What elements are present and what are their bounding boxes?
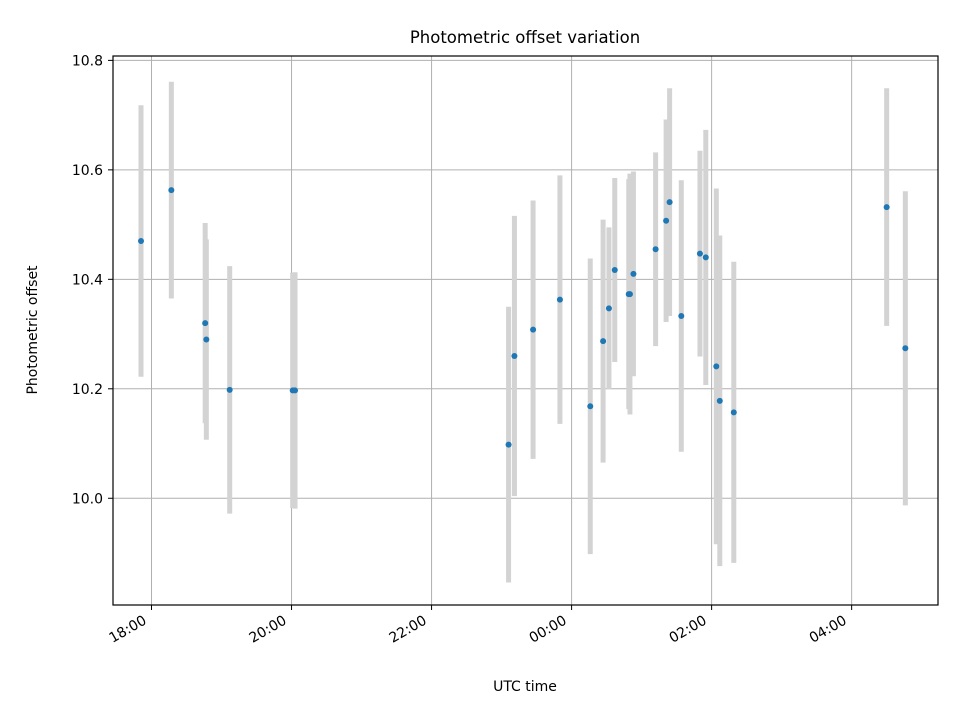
data-point bbox=[626, 291, 633, 298]
data-point bbox=[730, 409, 737, 416]
x-tick-label: 04:00 bbox=[807, 613, 850, 647]
y-tick-label: 10.6 bbox=[72, 163, 103, 179]
chart-title: Photometric offset variation bbox=[410, 28, 640, 47]
x-tick-label: 00:00 bbox=[527, 613, 570, 647]
data-point bbox=[605, 305, 612, 312]
data-point bbox=[702, 254, 709, 261]
data-point bbox=[716, 397, 723, 404]
data-point bbox=[138, 238, 145, 245]
y-axis-label: Photometric offset bbox=[25, 265, 41, 395]
data-point bbox=[587, 403, 594, 410]
y-axis-ticks: 10.0 10.2 10.4 10.6 10.8 bbox=[72, 53, 113, 507]
y-tick-label: 10.0 bbox=[72, 491, 103, 507]
data-point bbox=[505, 441, 512, 448]
x-axis-ticks: 18:00 20:00 22:00 00:00 02:00 04:00 bbox=[107, 605, 853, 647]
data-point bbox=[511, 352, 518, 359]
plot-frame bbox=[112, 55, 939, 606]
data-point bbox=[666, 199, 673, 206]
data-point bbox=[883, 204, 890, 211]
data-point bbox=[530, 326, 537, 333]
x-tick-label: 02:00 bbox=[667, 613, 710, 647]
x-tick-label: 22:00 bbox=[387, 613, 430, 647]
data-point bbox=[556, 296, 563, 303]
data-point bbox=[292, 387, 299, 394]
grid-lines bbox=[113, 56, 938, 605]
y-tick-label: 10.4 bbox=[72, 272, 103, 288]
data-point bbox=[203, 336, 210, 343]
data-point bbox=[600, 338, 607, 345]
x-axis-label: UTC time bbox=[493, 679, 557, 695]
data-points bbox=[138, 187, 909, 448]
data-point bbox=[678, 312, 685, 319]
data-point bbox=[902, 345, 909, 352]
data-point bbox=[663, 217, 670, 224]
x-tick-label: 18:00 bbox=[107, 613, 150, 647]
data-point bbox=[202, 320, 209, 327]
data-point bbox=[652, 246, 659, 253]
data-point bbox=[713, 363, 720, 370]
data-point bbox=[696, 250, 703, 257]
data-point bbox=[226, 386, 233, 393]
y-tick-label: 10.8 bbox=[72, 53, 103, 69]
y-tick-label: 10.2 bbox=[72, 382, 103, 398]
plot-area bbox=[113, 56, 938, 605]
data-point bbox=[611, 267, 618, 274]
data-point bbox=[168, 187, 175, 194]
x-tick-label: 20:00 bbox=[247, 613, 290, 647]
data-point bbox=[630, 270, 637, 277]
